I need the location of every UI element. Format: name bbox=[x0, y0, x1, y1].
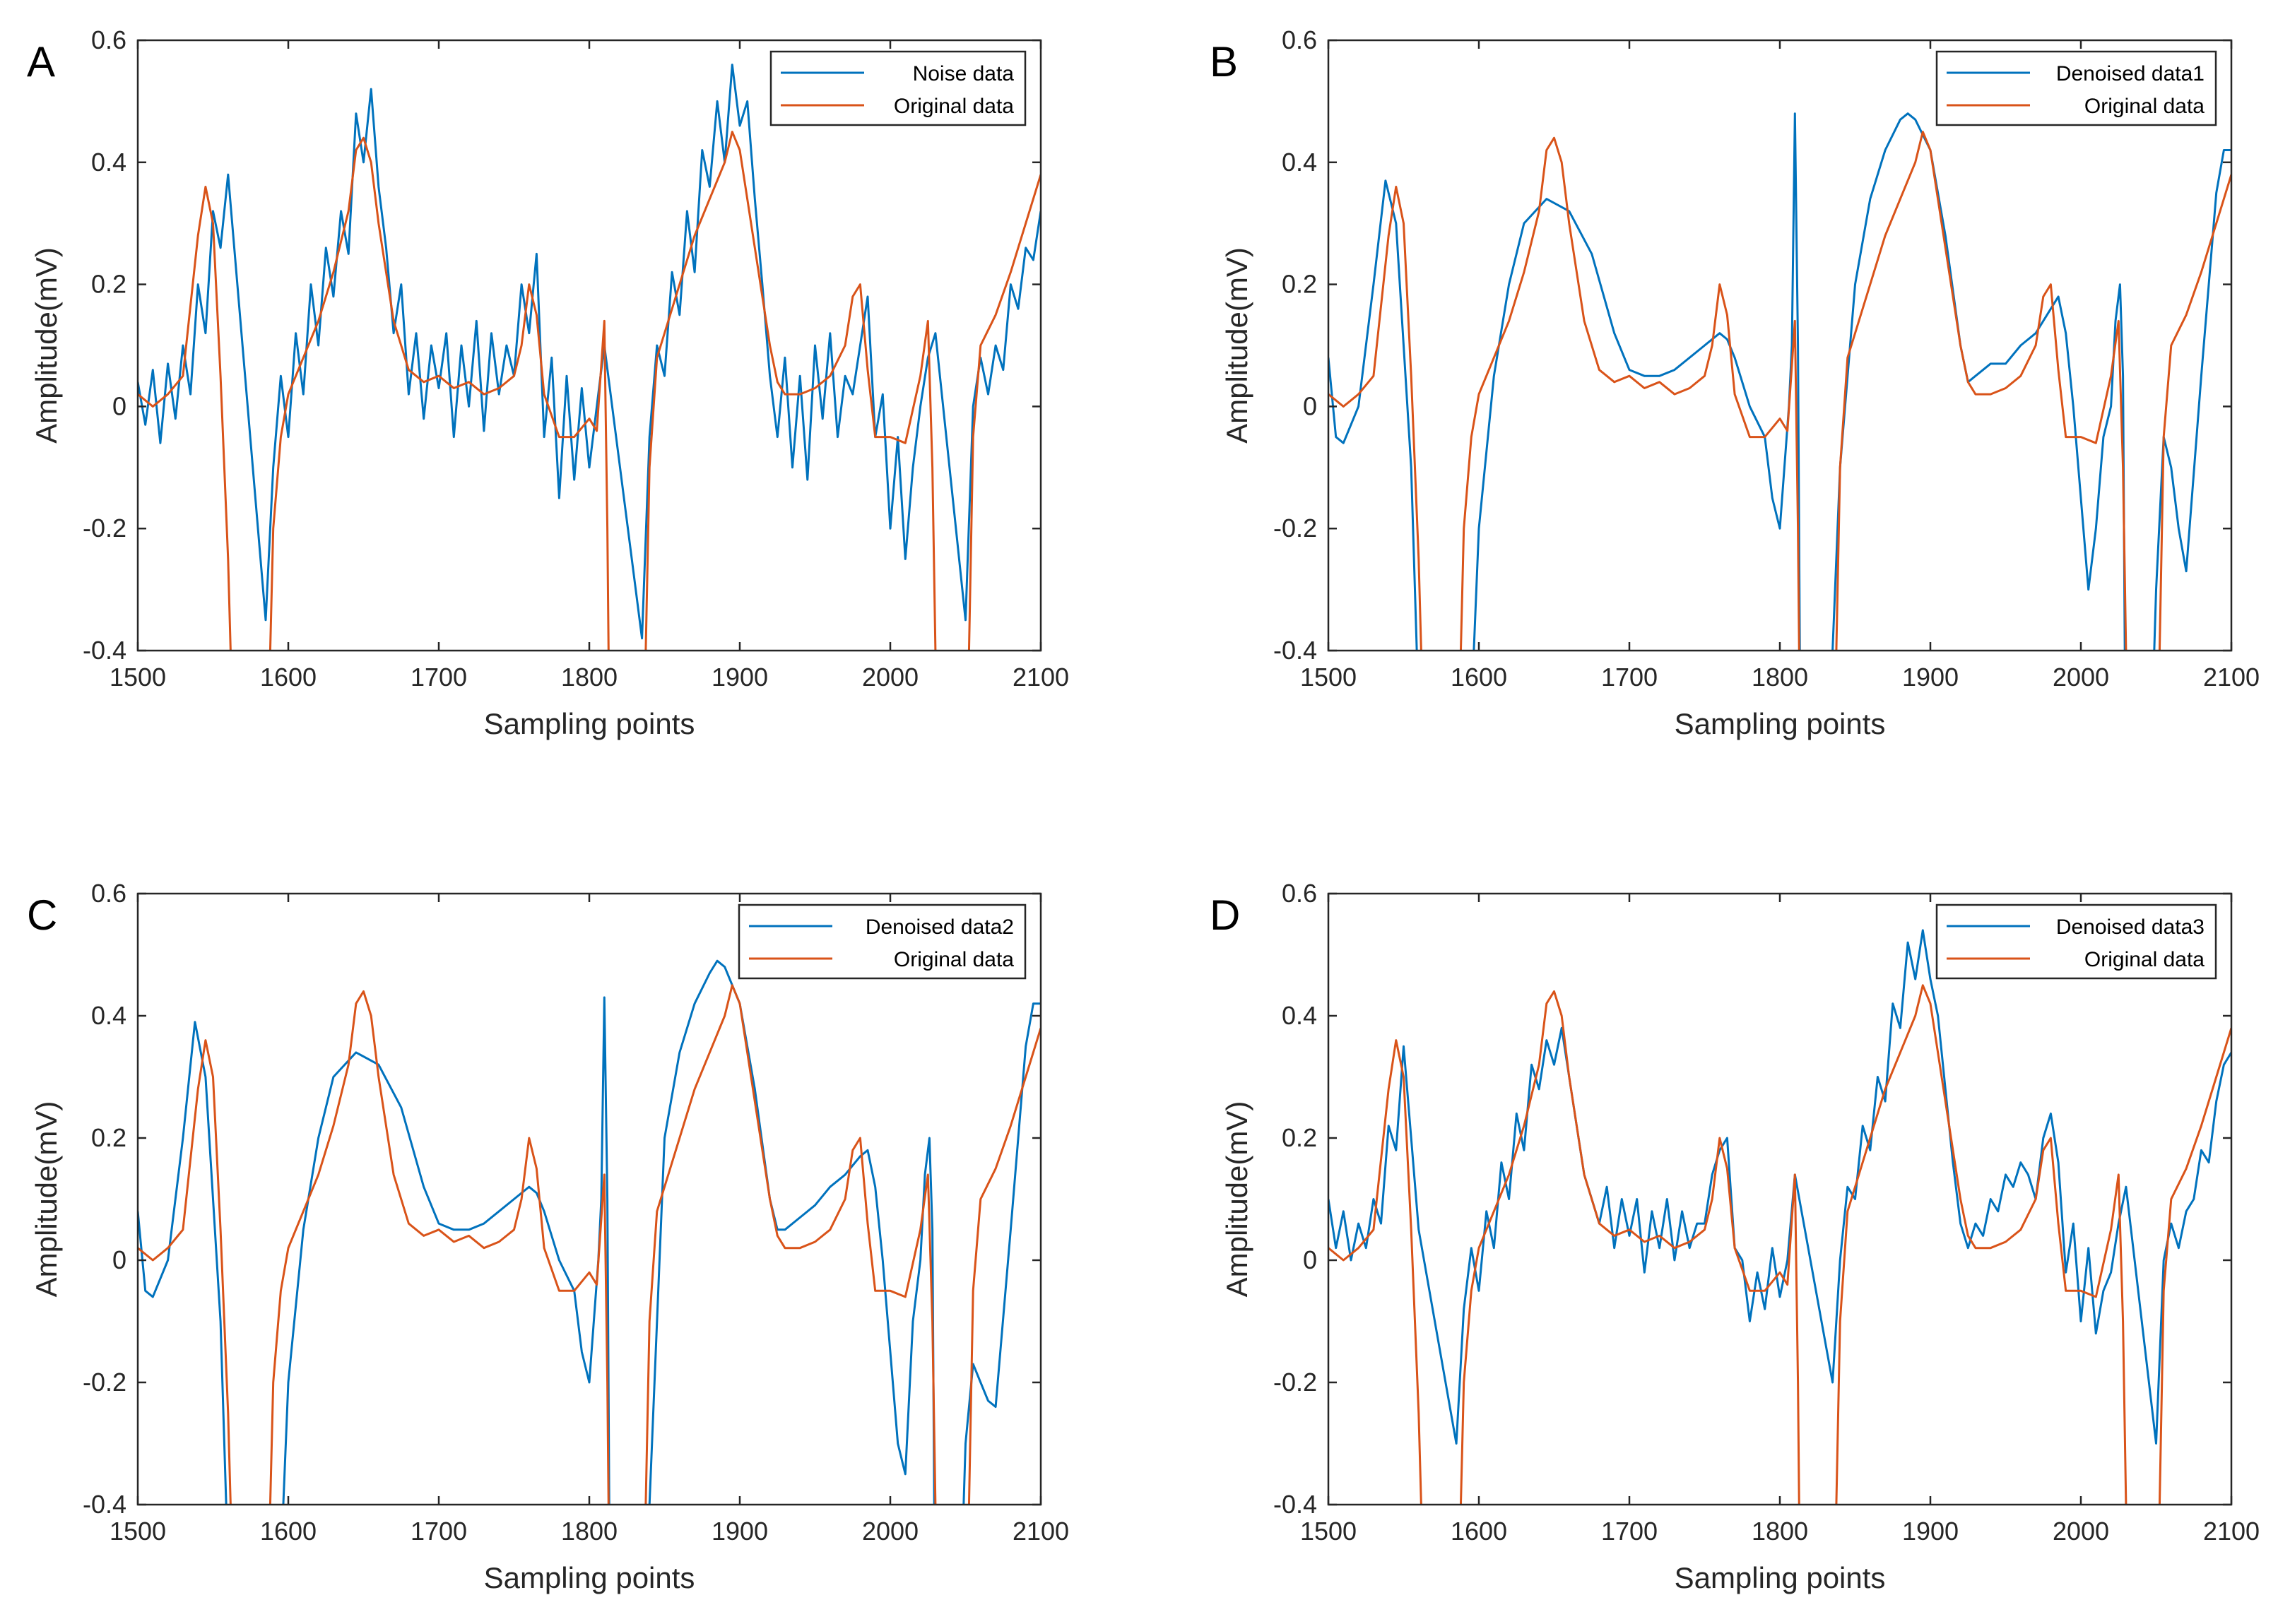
y-axis-label: Amplitude(mV) bbox=[1220, 1101, 1253, 1298]
y-tick-label: 0.2 bbox=[1282, 1123, 1317, 1152]
y-tick-label: -0.4 bbox=[1273, 636, 1317, 665]
x-tick-label: 2000 bbox=[2053, 663, 2109, 692]
y-tick-label: 0.4 bbox=[1282, 1001, 1317, 1030]
panel-c: C 1500 1600 1700 1800 1900 2000 2100 -0.4 -0.2 0 0.… bbox=[27, 879, 1069, 1594]
y-tick-label: -0.2 bbox=[1273, 514, 1317, 543]
y-tick-label: 0.4 bbox=[91, 148, 126, 177]
legend-box bbox=[738, 903, 1027, 980]
y-tick-label: 0 bbox=[112, 391, 126, 420]
x-tick-label: 1900 bbox=[1902, 1517, 1959, 1546]
panel-letter: D bbox=[1210, 891, 1240, 939]
x-axis-label: Sampling points bbox=[484, 1561, 695, 1594]
x-tick-label: 1700 bbox=[1601, 663, 1658, 692]
x-tick-label: 2100 bbox=[2203, 1517, 2260, 1546]
x-tick-label: 1800 bbox=[1752, 663, 1808, 692]
x-tick-label: 1900 bbox=[712, 1517, 768, 1546]
x-tick-label: 1500 bbox=[1300, 663, 1357, 692]
x-tick-label: 2100 bbox=[1013, 663, 1069, 692]
y-tick-label: 0 bbox=[112, 1245, 126, 1274]
x-tick-label: 1700 bbox=[411, 1517, 467, 1546]
legend-box bbox=[1935, 903, 2217, 980]
x-tick-label: 1600 bbox=[260, 1517, 317, 1546]
y-axis-label: Amplitude(mV) bbox=[30, 1101, 63, 1298]
y-tick-label: 0.6 bbox=[91, 879, 126, 908]
panel-letter: C bbox=[27, 891, 57, 939]
x-tick-label: 1500 bbox=[110, 1517, 166, 1546]
plot-area bbox=[138, 959, 1041, 1505]
y-tick-label: 0.2 bbox=[91, 270, 126, 299]
x-axis-label: Sampling points bbox=[1675, 1561, 1886, 1594]
x-tick-label: 1600 bbox=[260, 663, 317, 692]
x-tick-label: 1700 bbox=[1601, 1517, 1658, 1546]
legend-label: Original data bbox=[2084, 948, 2205, 971]
legend-label: Denoised data2 bbox=[866, 915, 1014, 939]
plot-area bbox=[1328, 112, 2231, 651]
y-axis-label: Amplitude(mV) bbox=[1220, 247, 1253, 444]
series-line-orange bbox=[138, 984, 1041, 1505]
legend-box bbox=[1935, 50, 2217, 126]
plot-area bbox=[138, 64, 1041, 651]
y-tick-label: -0.4 bbox=[83, 1490, 126, 1519]
x-tick-label: 2000 bbox=[2053, 1517, 2109, 1546]
legend-box bbox=[769, 50, 1027, 126]
x-tick-label: 1800 bbox=[561, 1517, 618, 1546]
legend: Noise data Original data bbox=[769, 50, 1027, 126]
x-tick-label: 2000 bbox=[862, 1517, 919, 1546]
x-tick-label: 1600 bbox=[1451, 1517, 1507, 1546]
y-tick-label: 0.6 bbox=[91, 25, 126, 54]
y-tick-label: -0.4 bbox=[83, 636, 126, 665]
y-axis-label: Amplitude(mV) bbox=[30, 247, 63, 444]
panel-letter: A bbox=[27, 38, 55, 85]
y-tick-label: 0.4 bbox=[91, 1001, 126, 1030]
panel-d: D 1500 1600 1700 1800 1900 2000 2100 -0.4 -0.2 0 0.… bbox=[1210, 879, 2260, 1594]
legend-label: Noise data bbox=[913, 62, 1015, 85]
panel-letter: B bbox=[1210, 38, 1238, 85]
series-line-orange bbox=[138, 131, 1041, 651]
series-line-blue bbox=[138, 959, 1041, 1505]
x-axis-label: Sampling points bbox=[1675, 707, 1886, 740]
y-tick-label: 0 bbox=[1303, 1245, 1317, 1274]
legend: Denoised data2 Original data bbox=[738, 903, 1027, 980]
y-tick-label: 0.2 bbox=[91, 1123, 126, 1152]
y-tick-label: -0.2 bbox=[83, 514, 126, 543]
x-tick-label: 1800 bbox=[1752, 1517, 1808, 1546]
legend: Denoised data1 Original data bbox=[1935, 50, 2217, 126]
x-tick-label: 1500 bbox=[110, 663, 166, 692]
legend-label: Denoised data3 bbox=[2056, 915, 2205, 939]
y-tick-label: -0.4 bbox=[1273, 1490, 1317, 1519]
series-line-orange bbox=[1328, 984, 2231, 1505]
legend: Denoised data3 Original data bbox=[1935, 903, 2217, 980]
y-tick-label: 0.6 bbox=[1282, 25, 1317, 54]
legend-label: Denoised data1 bbox=[2056, 62, 2205, 85]
legend-label: Original data bbox=[894, 948, 1014, 971]
series-line-blue bbox=[1328, 929, 2231, 1445]
plot-area bbox=[1328, 929, 2231, 1505]
x-tick-label: 1700 bbox=[411, 663, 467, 692]
y-tick-label: 0.2 bbox=[1282, 270, 1317, 299]
x-axis-label: Sampling points bbox=[484, 707, 695, 740]
x-tick-label: 1900 bbox=[1902, 663, 1959, 692]
x-tick-label: 1800 bbox=[561, 663, 618, 692]
legend-label: Original data bbox=[2084, 95, 2205, 118]
y-tick-label: 0.4 bbox=[1282, 148, 1317, 177]
y-tick-label: 0.6 bbox=[1282, 879, 1317, 908]
series-line-orange bbox=[1328, 131, 2231, 651]
x-tick-label: 2100 bbox=[1013, 1517, 1069, 1546]
panel-b: B 1500 1600 1700 1800 1900 2000 2100 -0.4 -0.2 0 0.… bbox=[1210, 25, 2260, 740]
x-tick-label: 1900 bbox=[712, 663, 768, 692]
x-tick-label: 2000 bbox=[862, 663, 919, 692]
x-tick-label: 1600 bbox=[1451, 663, 1507, 692]
y-tick-label: -0.2 bbox=[83, 1368, 126, 1397]
x-tick-label: 2100 bbox=[2203, 663, 2260, 692]
panel-a: A 1500 1600 1700 1800 1900 2000 2100 -0.4 -0.2 0 0.… bbox=[27, 25, 1069, 740]
y-tick-label: 0 bbox=[1303, 391, 1317, 420]
legend-label: Original data bbox=[894, 95, 1014, 118]
x-tick-label: 1500 bbox=[1300, 1517, 1357, 1546]
y-tick-label: -0.2 bbox=[1273, 1368, 1317, 1397]
